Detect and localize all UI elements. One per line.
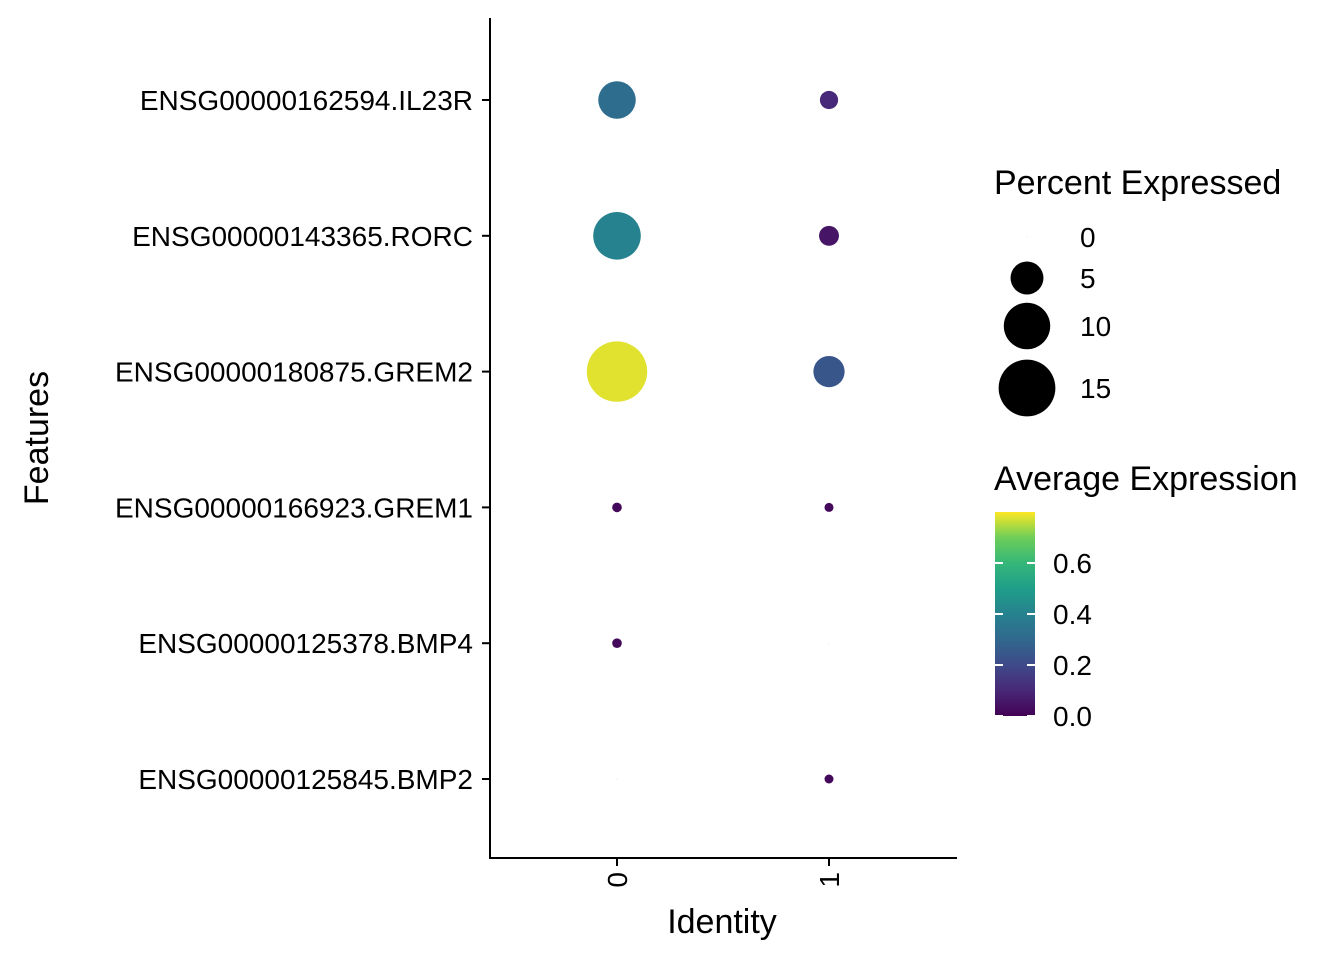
x-axis-title: Identity [667, 903, 777, 941]
colorbar-label: 0.0 [1053, 701, 1092, 732]
dot-point [824, 502, 834, 512]
size-legend: Percent Expressed 0 5 10 15 [994, 164, 1281, 417]
size-legend-label: 10 [1080, 311, 1111, 342]
plot-points [586, 81, 845, 784]
y-tick-label: ENSG00000125845.BMP2 [138, 764, 473, 795]
color-legend: Average Expression 0.0 0.2 0.4 0.6 [994, 460, 1298, 732]
dot-point [612, 638, 622, 648]
y-axis-title: Features [18, 371, 56, 505]
y-tick-label: ENSG00000166923.GREM1 [115, 492, 473, 523]
y-axis-ticks: ENSG00000162594.IL23R ENSG00000143365.ROR… [115, 85, 490, 795]
dot-point [586, 341, 648, 402]
size-legend-label: 0 [1080, 222, 1096, 253]
dot-point [598, 81, 636, 119]
color-legend-title: Average Expression [994, 460, 1298, 498]
size-legend-dot [1010, 261, 1044, 295]
colorbar-label: 0.6 [1053, 548, 1092, 579]
y-tick-label: ENSG00000162594.IL23R [140, 85, 473, 116]
y-tick-label: ENSG00000125378.BMP4 [138, 628, 473, 659]
dot-point [819, 90, 839, 110]
dot-point [824, 774, 834, 784]
dot-point [813, 355, 845, 388]
colorbar-label: 0.4 [1053, 599, 1092, 630]
size-legend-label: 15 [1080, 373, 1111, 404]
size-legend-label: 5 [1080, 263, 1096, 294]
dot-point [593, 212, 641, 260]
size-legend-dot [998, 359, 1056, 417]
dot-point [819, 225, 839, 246]
x-tick-label: 0 [602, 872, 633, 888]
y-tick-label: ENSG00000180875.GREM2 [115, 357, 473, 388]
x-tick-label: 1 [814, 872, 845, 888]
size-legend-dot [1003, 302, 1051, 350]
dot-point [612, 502, 622, 513]
size-legend-title: Percent Expressed [994, 164, 1281, 202]
y-tick-label: ENSG00000143365.RORC [132, 221, 473, 252]
colorbar-label: 0.2 [1053, 650, 1092, 681]
